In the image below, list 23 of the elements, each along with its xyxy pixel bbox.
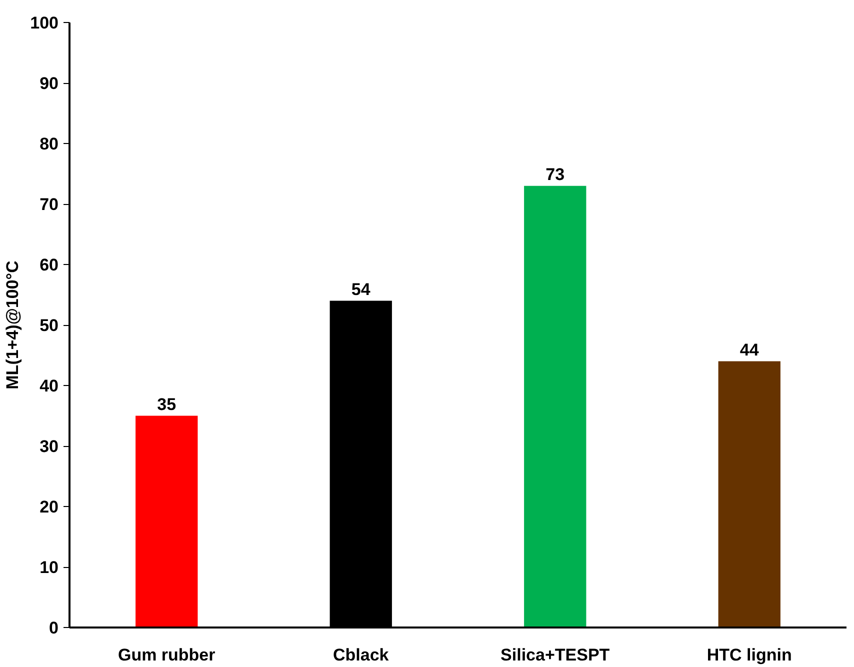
y-tick-label: 30 — [40, 437, 59, 456]
y-tick-label: 0 — [49, 618, 59, 638]
x-tick-label: HTC lignin — [706, 646, 792, 664]
y-tick-label: 80 — [40, 134, 59, 154]
bar — [136, 416, 198, 628]
data-label: 54 — [351, 280, 371, 299]
bar — [524, 186, 586, 628]
y-axis-title: ML(1+4)@100°C — [3, 260, 22, 390]
x-tick-label: Gum rubber — [118, 646, 216, 664]
y-tick-label: 40 — [40, 376, 59, 396]
y-tick-label: 70 — [40, 195, 59, 214]
x-tick-label: Silica+TESPT — [500, 646, 610, 664]
data-label: 35 — [157, 394, 176, 414]
y-tick-label: 20 — [40, 498, 59, 516]
y-tick-label: 60 — [40, 256, 59, 274]
y-tick-label: 50 — [40, 316, 59, 335]
x-tick-label: Cblack — [333, 646, 390, 664]
data-label: 73 — [546, 164, 565, 184]
y-tick-label: 10 — [40, 558, 59, 577]
y-tick-label: 100 — [30, 14, 59, 32]
data-label: 44 — [740, 340, 760, 360]
y-tick-label: 90 — [40, 74, 59, 93]
bar — [718, 361, 780, 628]
